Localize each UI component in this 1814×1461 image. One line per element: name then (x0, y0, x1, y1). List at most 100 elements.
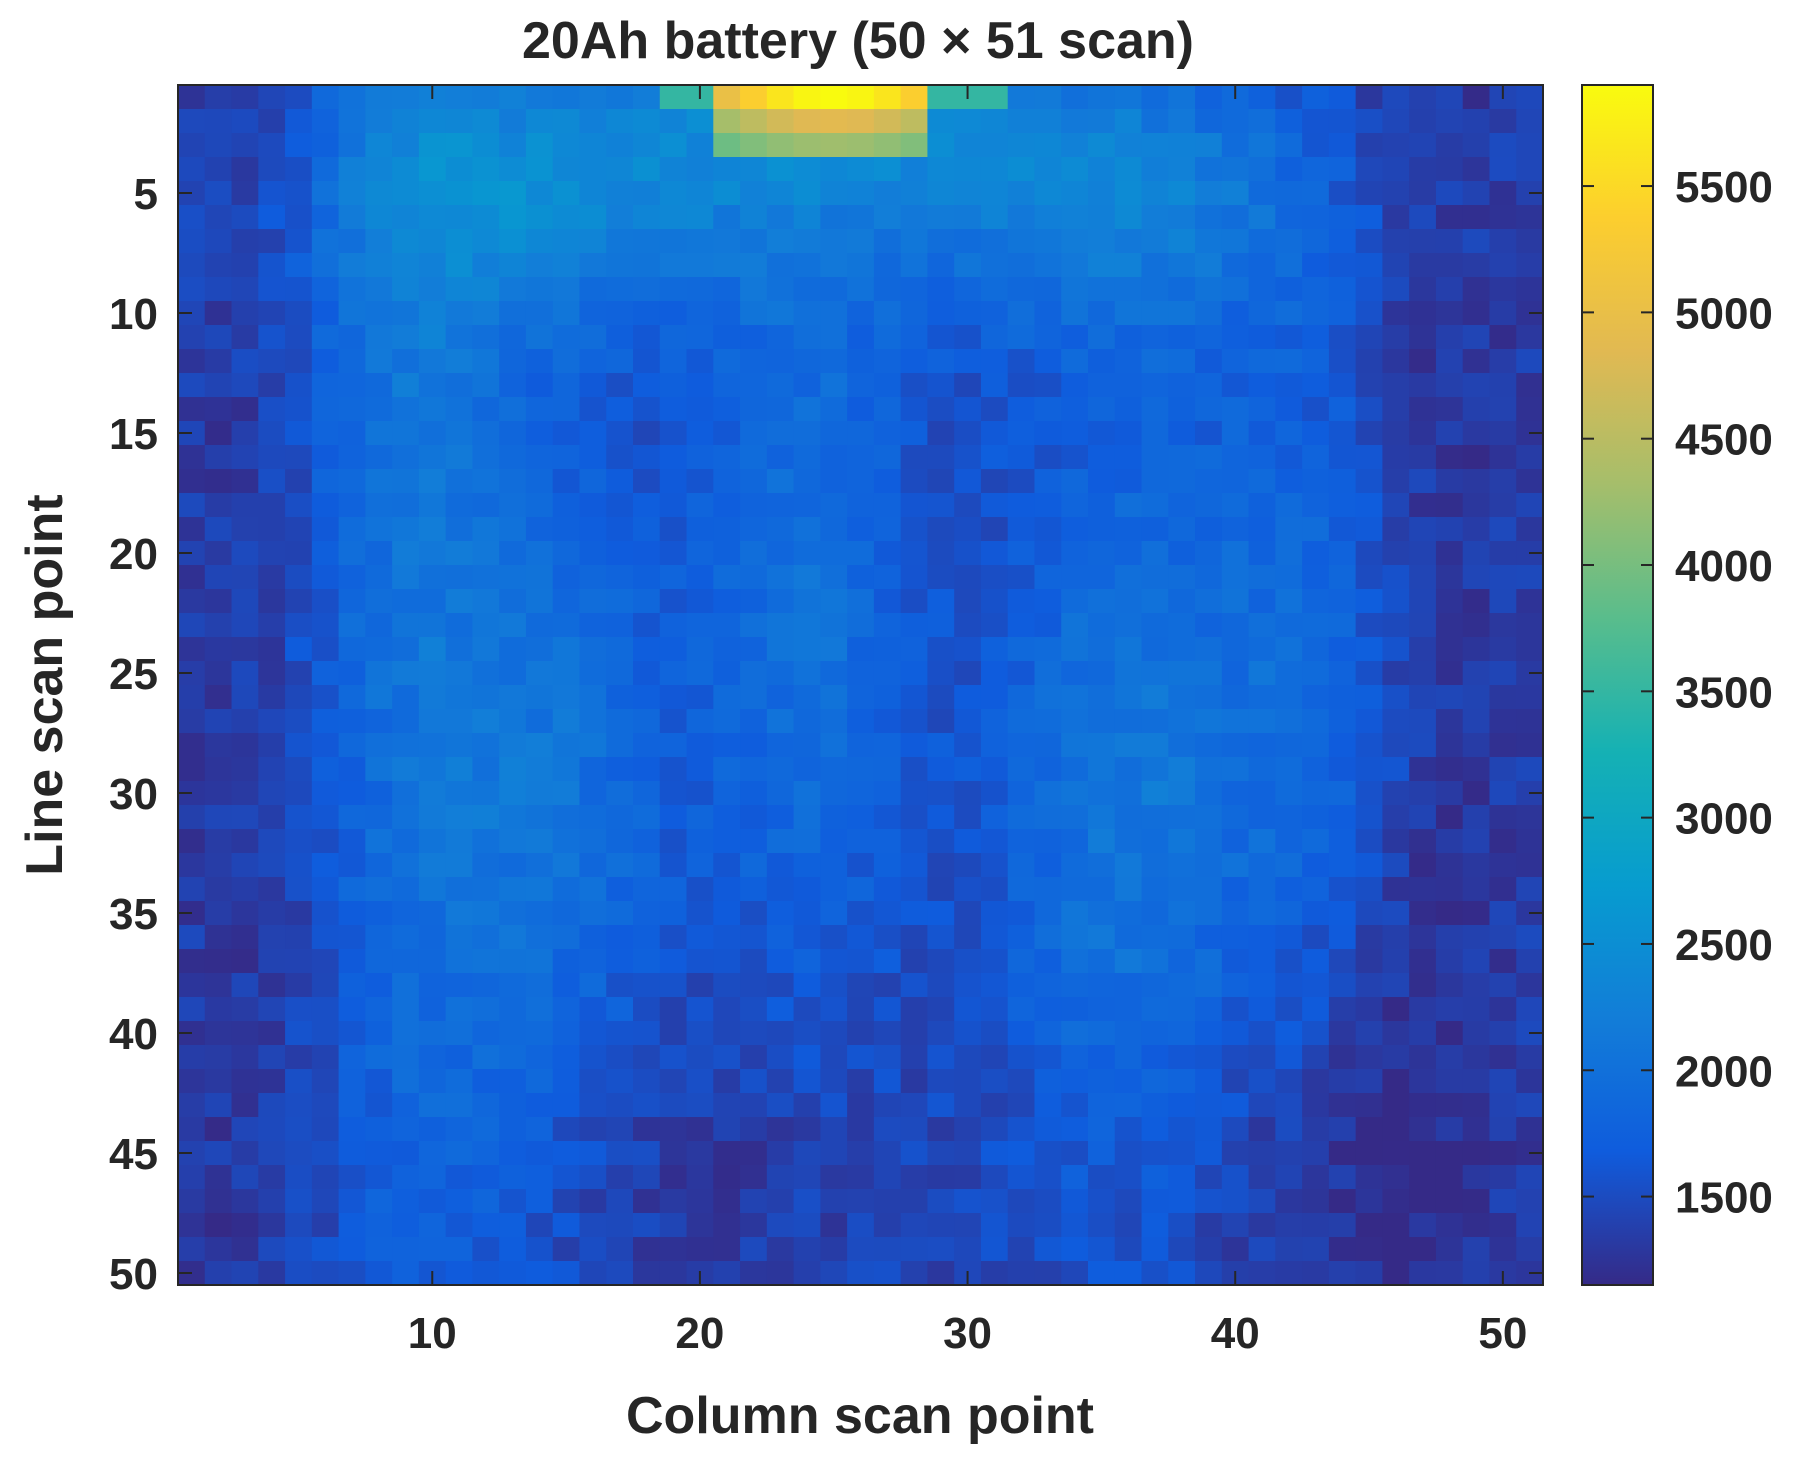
heatmap-cell (1489, 709, 1517, 734)
heatmap-cell (445, 85, 474, 110)
heatmap-cell (659, 805, 688, 830)
heatmap-cell (579, 373, 607, 398)
heatmap-cell (1328, 637, 1357, 662)
heatmap-cell (204, 133, 233, 158)
heatmap-cell (1141, 901, 1169, 926)
heatmap-cell (820, 589, 848, 614)
heatmap-cell (579, 1189, 607, 1214)
heatmap-cell (338, 661, 366, 686)
heatmap-cell (1221, 325, 1250, 350)
heatmap-cell (713, 925, 741, 950)
heatmap-cell (900, 613, 929, 638)
heatmap-cell (740, 637, 768, 662)
heatmap-cell (338, 253, 366, 278)
heatmap-cell (1061, 781, 1089, 806)
heatmap-cell (686, 805, 714, 830)
heatmap-cell (1248, 637, 1276, 662)
heatmap-cell (1409, 229, 1437, 254)
heatmap-cell (231, 997, 259, 1022)
heatmap-cell (1462, 133, 1491, 158)
heatmap-cell (820, 901, 848, 926)
heatmap-cell (1302, 997, 1330, 1022)
heatmap-cell (793, 685, 821, 710)
heatmap-cell (1435, 781, 1464, 806)
heatmap-cell (927, 733, 955, 758)
heatmap-cell (1355, 445, 1384, 470)
heatmap-cell (766, 757, 795, 782)
heatmap-cell (418, 133, 447, 158)
heatmap-cell (552, 901, 581, 926)
heatmap-cell (793, 997, 821, 1022)
heatmap-cell (525, 133, 554, 158)
heatmap-cell (820, 1117, 848, 1142)
heatmap-cell (900, 1117, 929, 1142)
heatmap-cell (285, 1021, 313, 1046)
heatmap-cell (1302, 493, 1330, 518)
heatmap-cell (1462, 301, 1491, 326)
heatmap-cell (1435, 1093, 1464, 1118)
heatmap-cell (820, 133, 848, 158)
heatmap-cell (204, 901, 233, 926)
heatmap-cell (285, 397, 313, 422)
heatmap-cell (766, 925, 795, 950)
heatmap-cell (1409, 853, 1437, 878)
heatmap-cell (954, 1117, 982, 1142)
heatmap-cell (1221, 1237, 1250, 1262)
heatmap-cell (525, 1093, 554, 1118)
heatmap-cell (980, 637, 1009, 662)
heatmap-cell (713, 277, 741, 302)
heatmap-cell (1034, 1261, 1062, 1286)
heatmap-cell (1248, 1261, 1276, 1286)
heatmap-cell (1462, 325, 1491, 350)
heatmap-cell (1248, 85, 1276, 110)
heatmap-cell (285, 109, 313, 134)
heatmap-cell (1489, 781, 1517, 806)
heatmap-cell (338, 1093, 366, 1118)
heatmap-cell (1221, 1093, 1250, 1118)
heatmap-cell (1409, 373, 1437, 398)
heatmap-cell (1275, 157, 1303, 182)
heatmap-cell (1275, 397, 1303, 422)
heatmap-cell (1409, 469, 1437, 494)
heatmap-cell (1328, 85, 1357, 110)
heatmap-cell (178, 253, 206, 278)
heatmap-cell (1088, 661, 1116, 686)
heatmap-cell (392, 1189, 420, 1214)
heatmap-cell (1409, 1213, 1437, 1238)
heatmap-cell (847, 349, 875, 374)
heatmap-cell (552, 829, 581, 854)
heatmap-cell (258, 541, 286, 566)
heatmap-cell (392, 925, 420, 950)
heatmap-cell (820, 469, 848, 494)
heatmap-cell (204, 277, 233, 302)
heatmap-cell (365, 277, 393, 302)
heatmap-cell (445, 853, 474, 878)
heatmap-cell (740, 973, 768, 998)
heatmap-cell (1061, 637, 1089, 662)
heatmap-cell (1489, 805, 1517, 830)
heatmap-cell (525, 1165, 554, 1190)
heatmap-cell (418, 1165, 447, 1190)
heatmap-cell (633, 373, 661, 398)
heatmap-cell (1355, 781, 1384, 806)
heatmap-cell (1168, 1189, 1196, 1214)
heatmap-cell (793, 229, 821, 254)
heatmap-cell (847, 685, 875, 710)
heatmap-cell (1061, 157, 1089, 182)
heatmap-cell (766, 133, 795, 158)
heatmap-cell (552, 589, 581, 614)
heatmap-cell (1141, 997, 1169, 1022)
heatmap-cell (418, 1045, 447, 1070)
heatmap-cell (980, 1237, 1009, 1262)
heatmap-cell (954, 205, 982, 230)
heatmap-cell (980, 1213, 1009, 1238)
heatmap-cell (472, 901, 500, 926)
heatmap-cell (579, 1261, 607, 1286)
heatmap-cell (606, 397, 634, 422)
heatmap-cell (954, 1069, 982, 1094)
heatmap-cell (1275, 1261, 1303, 1286)
heatmap-cell (525, 565, 554, 590)
heatmap-cell (954, 973, 982, 998)
heatmap-cell (1248, 469, 1276, 494)
heatmap-cell (1462, 1069, 1491, 1094)
